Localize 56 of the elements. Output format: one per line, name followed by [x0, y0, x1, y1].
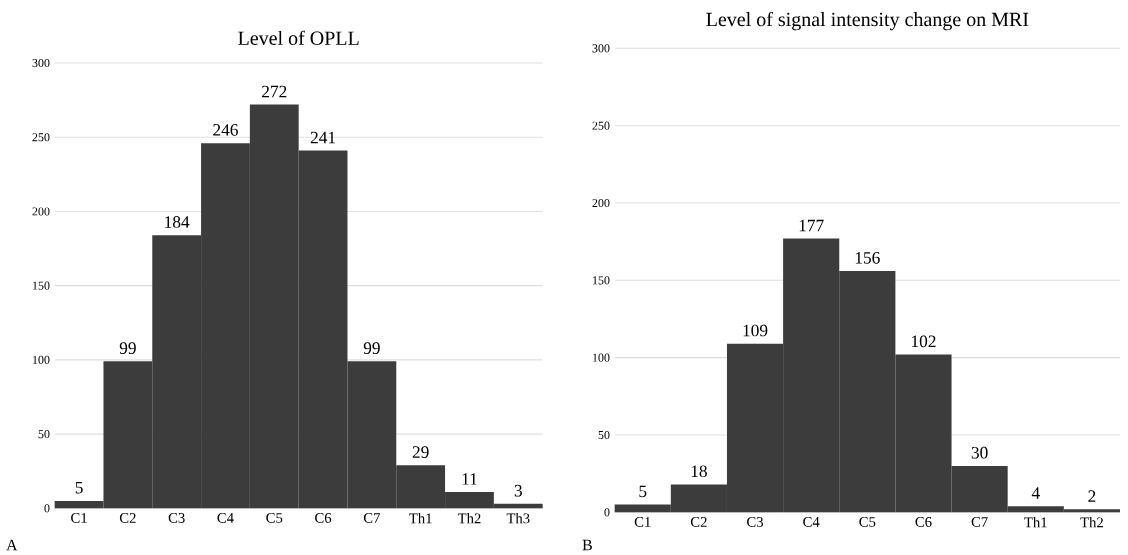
x-tick-label: C4 — [803, 517, 820, 527]
data-label: 246 — [213, 124, 238, 136]
data-label: 184 — [165, 216, 190, 228]
data-label: 11 — [462, 473, 477, 485]
y-tick-label: 100 — [593, 353, 610, 362]
y-tick-label: 250 — [592, 121, 610, 130]
y-tick-label: 50 — [38, 430, 50, 439]
x-tick-label: C4 — [217, 513, 234, 523]
data-label: 99 — [363, 342, 380, 354]
x-tick-label: C6 — [315, 513, 332, 523]
data-label: 18 — [691, 465, 707, 478]
x-tick-label: C1 — [634, 517, 651, 527]
data-label: 3 — [514, 484, 522, 497]
data-label: 2 — [1088, 490, 1096, 502]
text: A — [6, 539, 18, 551]
chart-title: Level of signal intensity change on MRI — [706, 11, 1029, 31]
x-tick-label: Th1 — [1024, 517, 1047, 528]
y-tick-label: 50 — [598, 430, 610, 440]
data-label: 102 — [912, 335, 936, 348]
data-label: 30 — [971, 446, 988, 459]
y-tick-label: 300 — [592, 44, 610, 53]
x-tick-label: C3 — [747, 517, 764, 527]
x-tick-label: Th2 — [457, 513, 481, 524]
y-tick-label: 150 — [33, 281, 50, 290]
data-label: 109 — [743, 324, 768, 337]
y-tick-label: 250 — [32, 133, 50, 142]
x-tick-label: C1 — [71, 513, 87, 523]
data-label: 4 — [1031, 487, 1040, 499]
y-tick-label: 300 — [32, 58, 50, 68]
x-tick-label: C3 — [168, 513, 185, 523]
x-tick-label: C5 — [859, 517, 876, 527]
text: B — [582, 539, 592, 551]
data-label: 177 — [799, 219, 824, 232]
x-tick-label: C2 — [119, 513, 136, 523]
y-tick-label: 150 — [593, 276, 610, 285]
data-label: 29 — [412, 446, 429, 458]
y-tick-label: 0 — [44, 504, 50, 513]
data-label: 241 — [310, 131, 336, 144]
x-tick-label: Th1 — [409, 513, 432, 524]
data-label: 272 — [262, 85, 287, 98]
x-tick-label: C2 — [690, 517, 707, 527]
data-label: 5 — [639, 485, 647, 498]
data-label: 156 — [855, 252, 880, 264]
x-tick-label: Th2 — [1080, 517, 1103, 528]
x-tick-label: C6 — [915, 517, 932, 527]
data-label: 99 — [119, 342, 136, 354]
y-tick-label: 100 — [33, 355, 50, 364]
x-tick-label: C7 — [363, 513, 380, 523]
x-tick-label: C7 — [971, 517, 988, 527]
y-tick-label: 200 — [32, 207, 50, 216]
x-tick-label: C5 — [266, 513, 283, 523]
x-tick-label: Th3 — [506, 513, 530, 524]
chart-title: Level of OPLL — [238, 30, 359, 45]
y-tick-label: 0 — [604, 508, 610, 517]
data-label: 5 — [75, 482, 83, 494]
y-tick-label: 200 — [592, 198, 610, 208]
